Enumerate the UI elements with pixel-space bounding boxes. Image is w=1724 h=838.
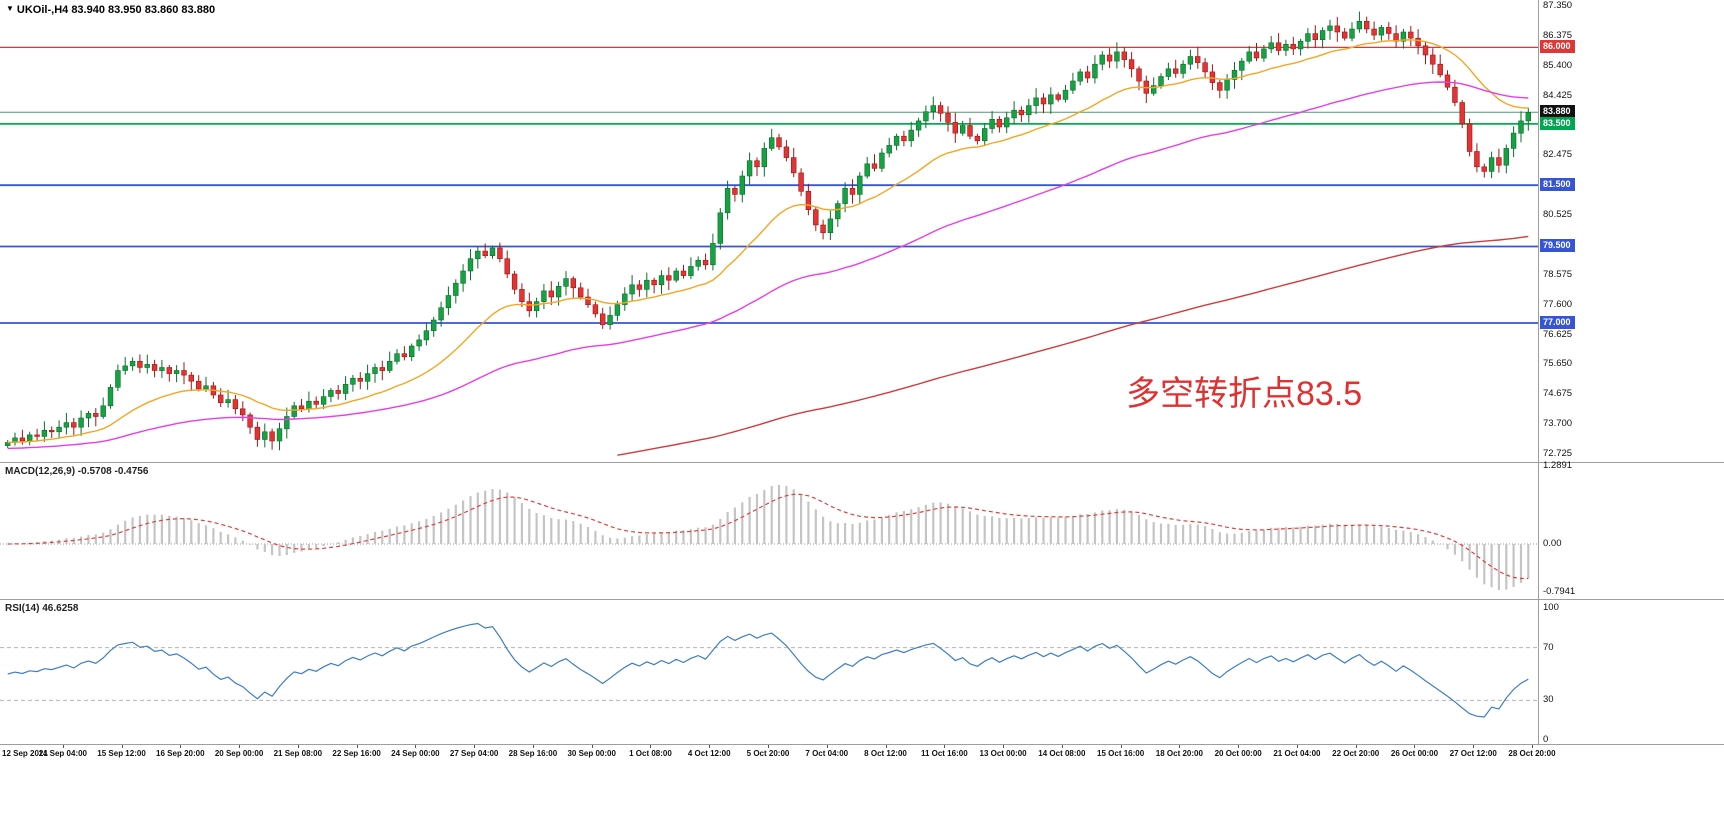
price-tick-label: 77.600 [1543,298,1573,310]
axis-border-line [1538,0,1539,744]
time-tick [62,745,64,748]
price-tick-label: 72.725 [1543,448,1573,459]
time-tick [650,745,652,748]
time-tick [180,745,182,748]
time-axis-label: 16 Sep 20:00 [156,749,205,758]
time-axis-label: 22 Sep 16:00 [332,749,381,758]
time-tick [415,745,417,748]
time-tick [1296,745,1298,748]
macd-axis-label: -0.7941 [1543,586,1576,597]
macd-panel-canvas[interactable] [0,463,1538,599]
time-tick [121,745,123,748]
price-tick-label: 87.350 [1543,0,1573,11]
macd-axis-label: 0.00 [1543,538,1562,549]
time-tick [532,745,534,748]
time-tick [1355,745,1357,748]
time-tick [1061,745,1063,748]
price-tick-label: 86.375 [1543,29,1573,41]
time-axis-label: 26 Oct 00:00 [1390,749,1439,758]
time-axis-label: 11 Oct 16:00 [920,749,968,758]
price-level-badge: 83.500 [1540,116,1575,130]
price-tick-label: 82.475 [1543,149,1573,161]
time-tick [591,745,593,748]
time-axis-label: 24 Sep 00:00 [391,749,440,758]
rsi-indicator-label: RSI(14) 46.6258 [5,603,79,614]
time-axis-label: 27 Oct 12:00 [1449,749,1497,758]
time-axis-label: 30 Sep 00:00 [567,749,616,758]
main-chart-canvas[interactable] [0,0,1538,462]
time-tick [885,745,887,748]
time-axis-label: 1 Oct 08:00 [629,749,672,758]
price-tick-label: 74.675 [1543,388,1573,400]
time-axis-label: 14 Oct 08:00 [1038,749,1086,758]
time-axis-label: 13 Oct 00:00 [979,749,1027,758]
time-tick [356,745,358,748]
time-axis-label: 20 Sep 00:00 [214,749,264,758]
macd-axis-label: 1.2891 [1543,460,1573,471]
price-tick-label: 78.575 [1543,268,1573,280]
panel-separator[interactable] [0,744,1724,745]
time-tick [944,745,946,748]
time-axis-label: 28 Sep 16:00 [508,749,558,758]
chart-area[interactable]: ▼ UKOil-,H4 83.940 83.950 83.860 83.880 M… [0,0,1556,838]
time-axis-label: 4 Oct 12:00 [687,749,731,758]
time-axis-label: 15 Oct 16:00 [1097,749,1145,758]
price-level-badge: 77.000 [1540,316,1575,330]
time-axis-label: 22 Oct 20:00 [1332,749,1380,758]
price-tick-label: 75.650 [1543,358,1573,370]
time-axis-label: 28 Oct 20:00 [1508,749,1556,758]
time-tick [1003,745,1005,748]
time-tick [1473,745,1475,748]
symbol-ohlc-text: UKOil-,H4 83.940 83.950 83.860 83.880 [16,4,216,16]
rsi-axis-label: 0 [1543,734,1549,745]
panel-separator[interactable] [0,462,1724,463]
rsi-axis-label: 30 [1543,694,1554,706]
price-tick-label: 73.700 [1543,418,1573,430]
time-tick [1238,745,1240,748]
time-axis-label: 21 Sep 08:00 [273,749,323,758]
time-axis-label: 7 Oct 04:00 [805,749,849,758]
time-tick [1179,745,1181,748]
time-axis[interactable]: 12 Sep 2021 14 Sep 04:00 15 Sep 12:00 16 Se… [0,745,1556,763]
time-axis-label: 20 Oct 00:00 [1214,749,1262,758]
time-axis-label: 27 Sep 04:00 [449,749,499,758]
time-tick [768,745,769,748]
chart-annotation-text: 多空转折点83.5 [1126,375,1363,413]
time-axis-label: 14 Sep 04:00 [38,749,88,758]
time-axis-label: 12 Sep 2021 [2,749,48,758]
price-level-badge: 81.500 [1540,178,1575,192]
price-level-badge: 79.500 [1540,239,1575,253]
time-tick [709,745,711,748]
time-tick [1120,745,1122,748]
macd-indicator-label: MACD(12,26,9) -0.5708 -0.4756 [5,466,149,477]
price-tick-label: 85.400 [1543,59,1573,71]
price-tick-label: 76.625 [1543,328,1573,340]
price-axis[interactable]: 87.350 86.375 85.400 84.425 82.475 80.525 78.5… [1539,0,1724,838]
symbol-header: ▼ UKOil-,H4 83.940 83.950 83.860 83.880 [6,4,215,16]
time-tick [239,745,241,748]
time-axis-label: 18 Oct 20:00 [1155,749,1203,758]
time-tick [826,745,828,748]
time-axis-label: 5 Oct 20:00 [746,749,790,758]
chart-marker-icon: ▼ [6,4,14,13]
time-axis-label: 21 Oct 04:00 [1273,749,1321,758]
price-tick-label: 84.425 [1543,89,1573,101]
price-level-badge: 83.880 [1540,105,1575,119]
time-axis-label: 15 Sep 12:00 [97,749,146,758]
price-level-badge: 86.000 [1540,40,1575,54]
panel-separator[interactable] [0,599,1724,600]
price-tick-label: 80.525 [1543,209,1573,221]
rsi-panel-canvas[interactable] [0,600,1538,744]
time-tick [1414,745,1416,748]
time-tick [474,745,476,748]
rsi-axis-label: 70 [1543,641,1554,653]
rsi-axis-label: 100 [1543,602,1559,613]
time-tick [297,745,299,748]
time-axis-label: 8 Oct 12:00 [864,749,907,758]
time-tick [1532,745,1533,748]
